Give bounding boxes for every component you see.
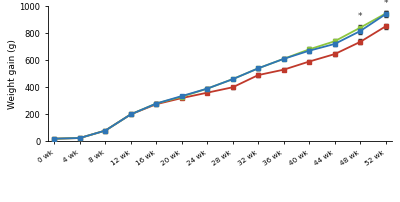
- Y-axis label: Weight gain (g): Weight gain (g): [8, 39, 16, 109]
- Text: *: *: [358, 13, 362, 21]
- Text: *: *: [383, 0, 388, 8]
